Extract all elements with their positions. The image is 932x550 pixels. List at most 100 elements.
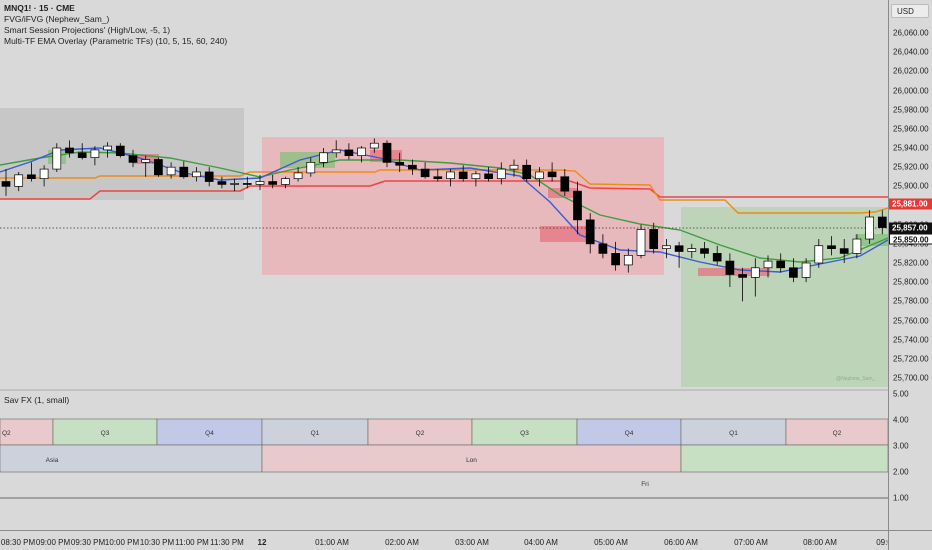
sub-pane-axis-label: 3.00 bbox=[893, 441, 909, 451]
candle bbox=[763, 255, 773, 278]
quarter-label: Q4 bbox=[625, 430, 634, 437]
candle bbox=[814, 239, 824, 268]
candle bbox=[344, 143, 354, 160]
session-label: Lon bbox=[466, 457, 477, 464]
candle bbox=[230, 178, 239, 192]
price-label: 25,980.00 bbox=[893, 105, 929, 115]
candle bbox=[560, 169, 570, 196]
candle bbox=[827, 236, 836, 256]
candle bbox=[585, 213, 595, 254]
candle bbox=[573, 181, 582, 235]
time-label: 09:00 PM bbox=[35, 538, 71, 547]
candle bbox=[877, 210, 887, 235]
currency-button[interactable]: USD bbox=[891, 4, 929, 18]
price-label: 26,060.00 bbox=[893, 28, 929, 38]
candle bbox=[14, 171, 24, 192]
candle bbox=[598, 234, 608, 259]
indicator-fvg[interactable]: FVG/iFVG (Nephew_Sam_) bbox=[4, 14, 110, 24]
quarter-label: Q1 bbox=[311, 430, 320, 437]
indicator-ema-overlay[interactable]: Multi-TF EMA Overlay (Parametric TFs) (1… bbox=[4, 36, 228, 46]
quarter-cell bbox=[156, 418, 263, 446]
time-label: 09:0 bbox=[876, 538, 892, 547]
price-scale[interactable]: USD 26,060.00 26,040.00 26,020.00 26,000.00… bbox=[888, 0, 932, 530]
fvg-bear-zone bbox=[548, 188, 578, 198]
time-label: 10:30 PM bbox=[139, 538, 175, 547]
main-chart[interactable]: @Nephew_Sam_ Q2 Q3 Q4 Q1 Q2 Q3 Q4 Q1 Q2 Asia Lon … bbox=[0, 0, 889, 530]
candle bbox=[90, 146, 100, 166]
price-tag[interactable]: 25,857.00 bbox=[889, 222, 932, 234]
candle bbox=[865, 210, 874, 244]
candle bbox=[293, 167, 303, 182]
candle bbox=[103, 142, 112, 158]
candle bbox=[509, 159, 519, 177]
candle bbox=[484, 167, 493, 182]
quarter-cell bbox=[367, 418, 473, 446]
price-label: 25,900.00 bbox=[893, 181, 929, 191]
time-label: 06:00 AM bbox=[664, 538, 698, 547]
quarter-cell bbox=[261, 418, 369, 446]
price-label: 26,040.00 bbox=[893, 47, 929, 57]
candle bbox=[115, 143, 125, 158]
candle bbox=[446, 169, 455, 187]
candle bbox=[649, 222, 659, 254]
candle bbox=[496, 162, 506, 185]
price-tag[interactable]: 25,881.00 bbox=[889, 198, 932, 210]
time-label: 08:00 AM bbox=[803, 538, 837, 547]
candle bbox=[128, 149, 138, 168]
sub-pane-title[interactable]: Sav FX (1, small) bbox=[4, 395, 70, 405]
candle bbox=[27, 162, 36, 182]
quarter-label: Q3 bbox=[101, 430, 110, 437]
candle bbox=[662, 239, 671, 259]
candle bbox=[255, 174, 265, 191]
candle bbox=[636, 224, 646, 259]
price-label: 25,700.00 bbox=[893, 373, 929, 383]
candle bbox=[192, 167, 201, 182]
indicator-session-projections[interactable]: Smart Session Projections' (High/Low, -5… bbox=[4, 25, 171, 35]
session-cell bbox=[0, 444, 263, 473]
symbol-title[interactable]: MNQ1! · 15 · CME bbox=[4, 3, 75, 13]
sub-pane-axis-label: 4.00 bbox=[893, 415, 909, 425]
quarter-label: Q2 bbox=[833, 430, 842, 437]
time-label: 11:00 PM bbox=[175, 538, 209, 547]
quarter-cell bbox=[52, 418, 158, 446]
candle bbox=[471, 171, 481, 187]
candle bbox=[674, 241, 684, 268]
candle bbox=[281, 176, 290, 189]
candle bbox=[217, 176, 227, 189]
candle bbox=[141, 155, 151, 177]
candle bbox=[789, 258, 798, 283]
price-label: 25,720.00 bbox=[893, 354, 929, 364]
quarter-label: Q3 bbox=[520, 430, 529, 437]
candle bbox=[547, 162, 557, 182]
ema-mid-line bbox=[0, 151, 889, 263]
scale-corner[interactable] bbox=[888, 530, 932, 550]
time-label: 04:00 AM bbox=[524, 538, 558, 547]
candle bbox=[204, 167, 214, 187]
candle bbox=[738, 267, 747, 302]
candle bbox=[369, 138, 379, 153]
ny-session-box bbox=[681, 207, 888, 387]
candle bbox=[700, 241, 709, 259]
quarter-label: Q2 bbox=[416, 430, 425, 437]
quarter-label: Q4 bbox=[205, 430, 214, 437]
candle bbox=[1, 169, 11, 196]
quarter-label: Q2 bbox=[2, 430, 11, 437]
time-scale[interactable]: 08:30 PM 09:00 PM 09:30 PM 10:00 PM 10:30 PM… bbox=[0, 530, 892, 550]
chart-legend: MNQ1! · 15 · CME FVG/iFVG (Nephew_Sam_) … bbox=[4, 3, 227, 47]
price-chart-canvas[interactable]: @Nephew_Sam_ Q2 Q3 Q4 Q1 Q2 Q3 Q4 Q1 Q2 Asia Lon … bbox=[0, 0, 889, 530]
price-label: 26,020.00 bbox=[893, 66, 929, 76]
candle bbox=[395, 152, 405, 172]
candle bbox=[179, 161, 189, 179]
price-label: 25,940.00 bbox=[893, 143, 929, 153]
time-label: 11:30 PM bbox=[210, 538, 244, 547]
price-label: 25,780.00 bbox=[893, 296, 929, 306]
quarter-cell bbox=[680, 418, 787, 446]
candle bbox=[750, 258, 760, 297]
candlesticks bbox=[1, 138, 887, 302]
price-tag[interactable]: 25,850.00 bbox=[889, 233, 932, 245]
quarter-label: Q1 bbox=[729, 430, 738, 437]
quarter-cell bbox=[576, 418, 682, 446]
candle bbox=[801, 258, 811, 283]
candle bbox=[611, 241, 620, 271]
candle bbox=[852, 234, 862, 259]
